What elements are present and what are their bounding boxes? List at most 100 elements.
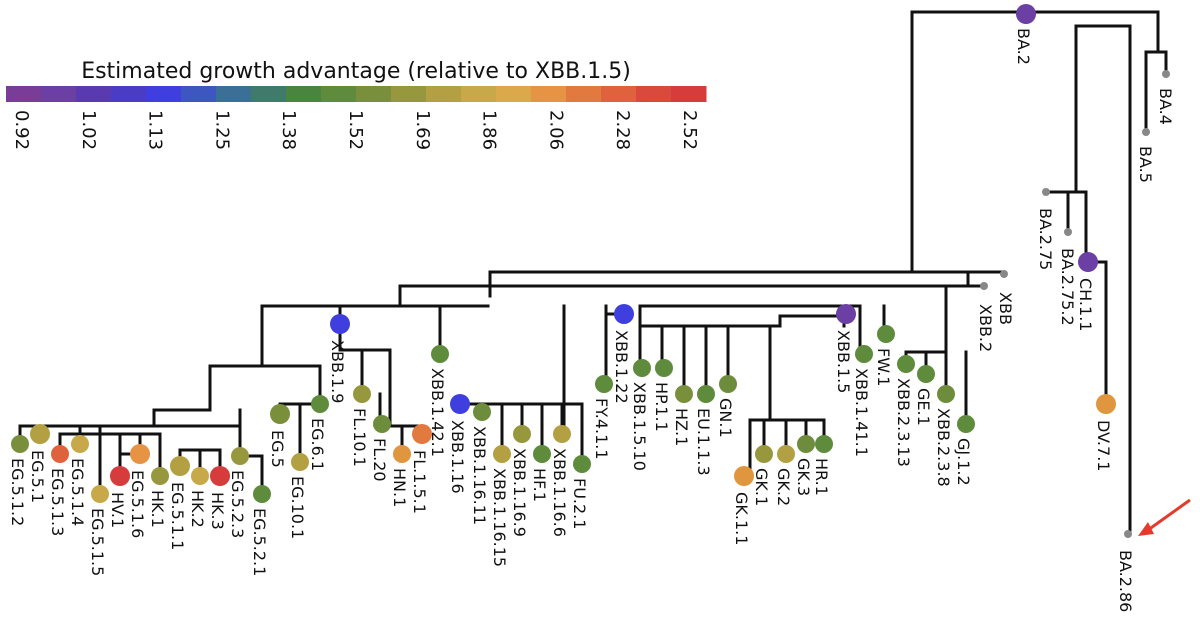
- colorbar-segment: [461, 86, 497, 102]
- label-eg-5-1-4: EG.5.1.4: [68, 458, 87, 526]
- label-xbb-1-16-15: XBB.1.16.15: [490, 468, 509, 567]
- label-eg-5-2-3: EG.5.2.3: [228, 470, 247, 538]
- label-fu-2-1: FU.2.1: [570, 478, 589, 529]
- colorbar-tick-label: 1.69: [412, 110, 433, 150]
- node-fu-2-1: [573, 455, 591, 473]
- label-xbb-1-16: XBB.1.16: [448, 420, 467, 494]
- colorbar-segment: [41, 86, 77, 102]
- colorbar-tick-label: 2.06: [545, 110, 566, 150]
- node-xbb-2-3-8: [937, 385, 955, 403]
- node-ba-2-75: [1042, 188, 1050, 196]
- node-xbb-1-16-6: [553, 425, 571, 443]
- label-xbb-1-5: XBB.1.5: [834, 330, 853, 393]
- colorbar-segment: [251, 86, 287, 102]
- colorbar-segment: [356, 86, 392, 102]
- label-xbb-2-3-13: XBB.2.3.13: [894, 378, 913, 467]
- colorbar-tick-label: 1.52: [345, 110, 366, 150]
- node-xbb-1-22: [614, 304, 634, 324]
- label-xbb-2: XBB.2: [976, 304, 995, 352]
- node-ba-2-86: [1124, 530, 1132, 538]
- node-eg-5-1-2: [11, 435, 29, 453]
- node-fy-4-1-1: [595, 375, 613, 393]
- label-hf-1: HF.1: [530, 468, 549, 502]
- node-hv-1: [110, 466, 130, 486]
- colorbar-segment: [566, 86, 602, 102]
- label-eu-1-1-3: EU.1.1.3: [694, 408, 713, 476]
- node-ge-1: [917, 365, 935, 383]
- node-xbb-1-42-1: [431, 345, 449, 363]
- label-xbb-1-16-9: XBB.1.16.9: [510, 448, 529, 537]
- label-eg-5-1-2: EG.5.1.2: [8, 458, 27, 526]
- colorbar-tick-label: 1.13: [145, 110, 166, 150]
- node-gk-1-1: [734, 466, 754, 486]
- node-fl-20: [373, 415, 391, 433]
- colorbar-segment: [181, 86, 217, 102]
- label-xbb-1-42-1: XBB.1.42.1: [428, 368, 447, 457]
- node-eg-5: [270, 404, 290, 424]
- label-hn-1: HN.1: [390, 468, 409, 507]
- node-eg-6-1: [311, 395, 329, 413]
- label-fl-10-1: FL.10.1: [350, 408, 369, 467]
- colorbar-tick-label: 1.02: [78, 110, 99, 150]
- label-eg-5-1-6: EG.5.1.6: [128, 470, 147, 538]
- label-fl-1-5-1: FL.1.5.1: [410, 450, 429, 514]
- node-eg-5-1: [30, 424, 50, 444]
- label-eg-5-2-1: EG.5.2.1: [250, 508, 269, 576]
- colorbar-segment: [6, 86, 42, 102]
- colorbar-segment: [321, 86, 357, 102]
- label-ge-1: GE.1: [914, 388, 933, 426]
- node-eg-10-1: [291, 453, 309, 471]
- label-hk-1: HK.1: [148, 490, 167, 528]
- node-hk-3: [210, 466, 230, 486]
- label-hp-1-1: HP.1.1: [652, 382, 671, 432]
- node-ch-1-1: [1078, 252, 1098, 272]
- node-hr-1: [815, 435, 833, 453]
- label-dv-7-1: DV.7.1: [1094, 420, 1113, 471]
- tree-nodes: [11, 4, 1170, 538]
- node-eg-5-1-3: [51, 445, 69, 463]
- label-xbb-1-41-1: XBB.1.41.1: [852, 368, 871, 457]
- label-fl-20: FL.20: [370, 438, 389, 482]
- node-xbb-2-3-13: [897, 355, 915, 373]
- arrow-head: [1138, 522, 1154, 536]
- colorbar-tick-label: 2.52: [679, 110, 700, 150]
- node-xbb-1-9: [330, 314, 350, 334]
- label-gn-1: GN.1: [716, 398, 735, 438]
- label-hz-1: HZ.1: [672, 408, 691, 446]
- label-eg-10-1: EG.10.1: [288, 476, 307, 539]
- label-xbb-2-3-8: XBB.2.3.8: [934, 408, 953, 487]
- node-xbb-2: [980, 282, 988, 290]
- node-xbb-1-16-15: [493, 445, 511, 463]
- node-dv-7-1: [1096, 394, 1116, 414]
- node-ba-5: [1142, 128, 1150, 136]
- node-ba-2: [1016, 4, 1036, 24]
- colorbar-segment: [426, 86, 462, 102]
- node-xbb: [1000, 270, 1008, 278]
- highlight-arrow: [1138, 498, 1191, 536]
- node-ba-4: [1162, 70, 1170, 78]
- node-eg-5-1-4: [71, 435, 89, 453]
- label-gk-2: GK.2: [774, 468, 793, 506]
- node-xbb-1-5: [836, 304, 856, 324]
- node-eg-5-1-6: [130, 444, 150, 464]
- label-xbb-1-9: XBB.1.9: [328, 340, 347, 403]
- node-gn-1: [719, 375, 737, 393]
- node-fl-10-1: [353, 385, 371, 403]
- colorbar-segment: [76, 86, 112, 102]
- label-gk-1: GK.1: [752, 468, 771, 506]
- label-gj-1-2: GJ.1.2: [954, 438, 973, 486]
- label-hk-2: HK.2: [188, 490, 207, 528]
- colorbar-segment: [531, 86, 567, 102]
- node-hn-1: [393, 445, 411, 463]
- node-hk-2: [191, 467, 209, 485]
- node-gk-1: [755, 445, 773, 463]
- label-gk-1-1: GK.1.1: [732, 492, 751, 545]
- colorbar-segment: [146, 86, 182, 102]
- node-gk-2: [777, 445, 795, 463]
- colorbar-segment: [636, 86, 672, 102]
- node-gj-1-2: [957, 415, 975, 433]
- colorbar-segment: [671, 86, 707, 102]
- label-xbb-1-22: XBB.1.22: [612, 330, 631, 404]
